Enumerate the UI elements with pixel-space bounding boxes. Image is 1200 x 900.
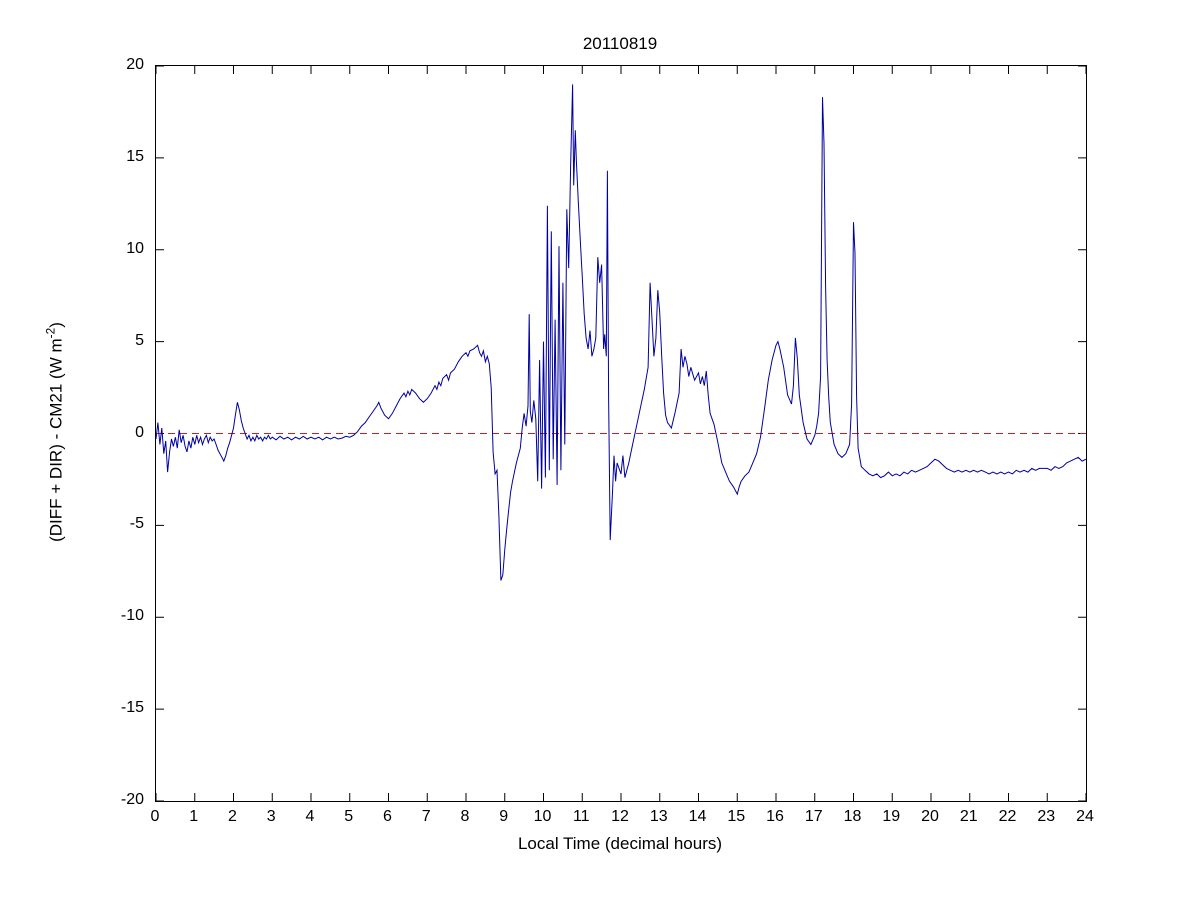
x-tick-label: 20 (921, 808, 939, 825)
x-tick-label: 4 (305, 808, 315, 825)
y-tick-label: 20 (126, 56, 144, 73)
x-tick-label: 14 (688, 808, 707, 825)
x-tick-label: 24 (1076, 808, 1094, 825)
x-tick-label: 0 (150, 808, 160, 825)
x-tick-label: 3 (266, 808, 276, 825)
x-tick-label: 17 (804, 808, 823, 825)
y-tick-label: 10 (126, 239, 144, 257)
y-axis-label-superscript: -2 (43, 327, 58, 339)
x-tick-label: 10 (533, 808, 552, 825)
x-tick-label: 21 (959, 808, 978, 825)
series-line (156, 84, 1086, 581)
x-tick-label: 6 (383, 808, 392, 825)
x-axis-label: Local Time (decimal hours) (517, 834, 723, 853)
x-tick-label: 13 (649, 808, 668, 825)
x-tick-label: 9 (499, 808, 509, 825)
x-tick-label: 16 (766, 808, 784, 825)
x-tick-label: 23 (1037, 808, 1056, 825)
x-tick-label: 22 (998, 808, 1017, 825)
x-tick-label: 15 (727, 808, 746, 825)
y-axis-label-text: (DIFF + DIR) - CM21 (W m (46, 338, 66, 542)
x-tick-label: 11 (572, 808, 590, 825)
y-tick-label: -5 (129, 515, 144, 533)
x-tick-label: 7 (421, 808, 431, 825)
y-axis-label-suffix: ) (46, 322, 66, 328)
chart-title: 20110819 (582, 34, 658, 53)
x-tick-label: 18 (843, 808, 862, 825)
y-tick-label: -10 (120, 607, 144, 625)
y-axis-label: (DIFF + DIR) - CM21 (W m-2) (44, 322, 67, 542)
x-tick-label: 12 (611, 808, 629, 825)
x-tick-label: 2 (228, 808, 237, 825)
y-tick-label: 0 (135, 423, 144, 441)
y-tick-label: -20 (120, 791, 144, 808)
x-tick-label: 1 (189, 808, 199, 825)
plot-area (155, 65, 1087, 802)
plot-canvas (156, 66, 1086, 801)
x-tick-label: 19 (882, 808, 901, 825)
x-tick-label: 8 (460, 808, 470, 825)
y-tick-label: 15 (126, 147, 144, 165)
x-tick-label: 5 (344, 808, 354, 825)
y-tick-label: 5 (135, 331, 144, 349)
y-tick-label: -15 (120, 699, 144, 717)
